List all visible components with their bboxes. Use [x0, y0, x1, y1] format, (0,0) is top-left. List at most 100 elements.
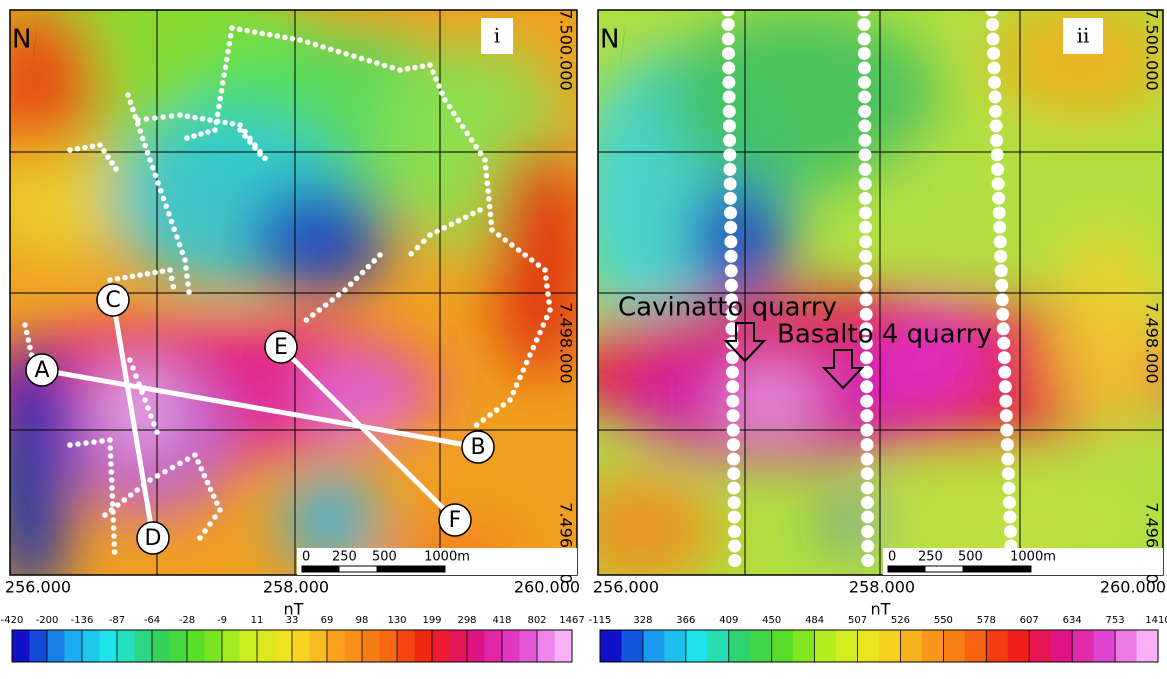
survey-station: [524, 360, 530, 366]
survey-station: [463, 214, 469, 220]
survey-station: [858, 105, 871, 118]
survey-station: [184, 135, 190, 141]
survey-station: [723, 119, 736, 132]
survey-station: [184, 273, 190, 279]
survey-station: [723, 90, 736, 103]
survey-station: [861, 511, 874, 524]
survey-station: [534, 337, 540, 343]
colorbar-label: -115: [589, 615, 612, 626]
survey-station: [107, 437, 113, 443]
survey-station: [487, 204, 493, 210]
survey-station: [861, 467, 874, 480]
colorbar-step: [327, 630, 345, 662]
survey-station: [162, 469, 168, 475]
survey-station: [859, 148, 872, 161]
survey-station: [192, 115, 198, 121]
survey-station: [374, 60, 380, 66]
profile-point-label: D: [145, 526, 162, 551]
colorbar-step: [729, 630, 751, 662]
scale-segment: [377, 566, 445, 572]
colorbar-label: -64: [144, 615, 160, 626]
survey-station: [723, 163, 736, 176]
colorbar-step: [170, 630, 188, 662]
survey-station: [227, 41, 233, 47]
survey-station: [115, 502, 121, 508]
survey-station: [128, 492, 134, 498]
survey-station: [405, 66, 411, 72]
y-coordinate-label: 7.498.000: [1143, 302, 1162, 383]
survey-station: [105, 154, 111, 160]
profile-point-label: C: [105, 288, 120, 313]
colorbar-label: 409: [719, 615, 738, 626]
survey-station: [859, 192, 872, 205]
survey-station: [415, 245, 421, 251]
colorbar-step: [922, 630, 944, 662]
survey-station: [127, 357, 133, 363]
survey-station: [125, 92, 131, 98]
survey-station: [155, 180, 161, 186]
survey-station: [1000, 409, 1013, 422]
scale-label: 500: [372, 550, 397, 565]
survey-station: [200, 116, 206, 122]
colorbar-label: 578: [977, 615, 996, 626]
unit-label: nT: [871, 600, 891, 619]
profile-point-label: A: [34, 358, 49, 383]
survey-station: [998, 351, 1011, 364]
survey-station: [521, 367, 527, 373]
survey-station: [722, 76, 735, 89]
survey-station: [420, 63, 426, 69]
survey-station: [208, 487, 214, 493]
colorbar-step: [47, 630, 65, 662]
scale-label: 250: [918, 550, 943, 565]
survey-station: [169, 113, 175, 119]
survey-station: [723, 134, 736, 147]
survey-station: [724, 177, 737, 190]
x-coordinate-label: 260.000: [1100, 578, 1166, 597]
survey-station: [320, 44, 326, 50]
survey-station: [726, 380, 739, 393]
survey-station: [434, 229, 440, 235]
colorbar-label: -200: [36, 615, 59, 626]
survey-station: [441, 225, 447, 231]
survey-station: [329, 297, 335, 303]
survey-station: [447, 104, 453, 110]
survey-station: [860, 351, 873, 364]
colorbar-step: [707, 630, 729, 662]
survey-station: [177, 461, 183, 467]
survey-station: [91, 439, 97, 445]
colorbar-label: 328: [633, 615, 652, 626]
survey-station: [390, 65, 396, 71]
survey-station: [169, 219, 175, 225]
survey-station: [205, 129, 211, 135]
survey-station: [67, 147, 73, 153]
colorbar-step: [345, 630, 363, 662]
scale-label: 1000m: [424, 550, 470, 565]
survey-station: [995, 279, 1008, 292]
colorbar-step: [135, 630, 153, 662]
survey-station: [541, 322, 547, 328]
survey-station: [861, 540, 874, 553]
north-arrow-label: N: [600, 25, 619, 55]
survey-station: [342, 287, 348, 293]
survey-station: [481, 417, 487, 423]
survey-station: [183, 265, 189, 271]
survey-station: [174, 234, 180, 240]
survey-station: [442, 97, 448, 103]
survey-station: [205, 480, 211, 486]
survey-station: [727, 424, 740, 437]
survey-station: [989, 90, 1002, 103]
survey-station: [228, 33, 234, 39]
survey-station: [198, 466, 204, 472]
survey-station: [456, 117, 462, 123]
survey-station: [724, 206, 737, 219]
colorbar-step: [1094, 630, 1116, 662]
colorbar-label: 802: [527, 615, 546, 626]
colorbar-step: [432, 630, 450, 662]
survey-station: [509, 242, 515, 248]
survey-station: [546, 299, 552, 305]
colorbar-step: [1008, 630, 1030, 662]
survey-station: [182, 257, 188, 263]
survey-station: [397, 67, 403, 73]
colorbar-step: [772, 630, 794, 662]
survey-station: [998, 366, 1011, 379]
